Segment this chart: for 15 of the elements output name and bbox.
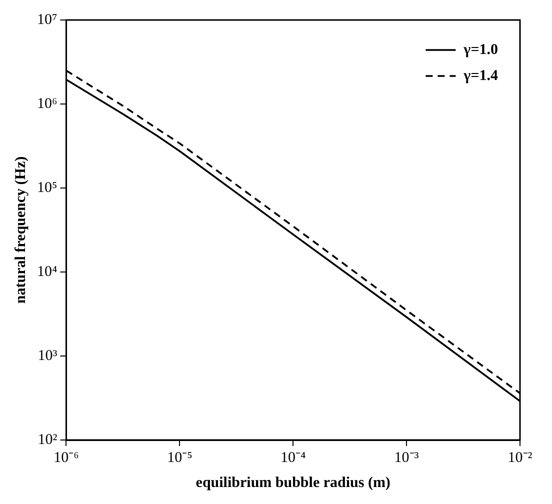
y-tick-label: 10⁶	[36, 96, 58, 112]
y-tick-label: 10⁷	[36, 12, 58, 28]
y-tick-label: 10⁵	[36, 180, 58, 196]
y-tick-label: 10⁴	[36, 264, 58, 280]
x-tick-label: 10⁻²	[508, 450, 533, 466]
x-tick-label: 10⁻⁴	[280, 450, 306, 466]
x-tick-label: 10⁻³	[394, 450, 420, 466]
x-tick-label: 10⁻⁶	[54, 450, 79, 466]
y-tick-label: 10³	[38, 348, 58, 364]
x-axis-title: equilibrium bubble radius (m)	[196, 474, 390, 491]
legend-label: γ=1.4	[462, 68, 498, 84]
y-tick-label: 10²	[38, 432, 58, 448]
x-tick-label: 10⁻⁵	[167, 450, 192, 466]
legend-label: γ=1.0	[462, 42, 498, 58]
y-axis-title: natural frequency (Hz)	[12, 156, 29, 304]
